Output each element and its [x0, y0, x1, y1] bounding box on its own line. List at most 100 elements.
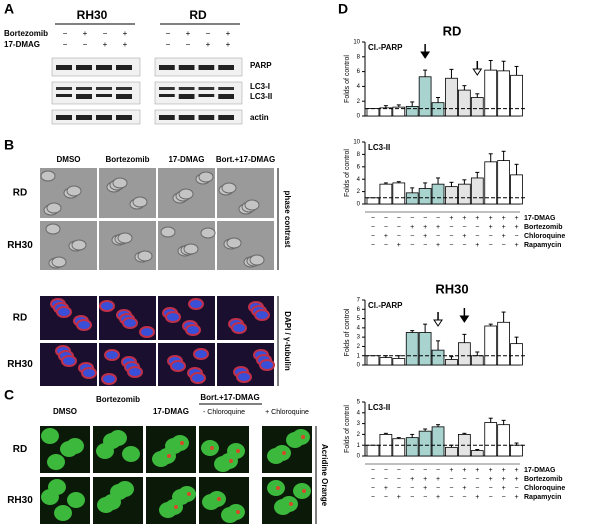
- bar: [418, 332, 432, 366]
- chart-title: Cl.-PARP: [368, 301, 403, 310]
- sign: −: [384, 467, 388, 474]
- cell: [66, 185, 82, 197]
- bar: [470, 355, 484, 366]
- cell: [254, 309, 270, 321]
- sign: −: [371, 224, 375, 231]
- sign: −: [371, 233, 375, 240]
- band: [218, 115, 234, 120]
- bar: [497, 424, 510, 457]
- y-axis-label: Folds of control: [344, 149, 351, 197]
- band: [96, 65, 112, 70]
- sign: −: [410, 233, 414, 240]
- bar: [484, 325, 498, 366]
- cell: [193, 348, 209, 360]
- y-tick-label: 0: [357, 363, 361, 369]
- sign: +: [462, 215, 466, 222]
- treatment-label: 17-DMAG: [524, 215, 556, 222]
- cell: [103, 494, 121, 510]
- bar: [392, 438, 406, 457]
- y-tick-label: 4: [357, 410, 361, 416]
- band: [116, 115, 132, 120]
- band: [56, 115, 72, 120]
- chart-title: LC3-II: [368, 143, 390, 152]
- column-label: DMSO: [57, 155, 81, 164]
- bar: [445, 186, 458, 205]
- cell: [122, 317, 138, 329]
- bar: [510, 174, 523, 205]
- sign: −: [449, 476, 453, 483]
- sign: +: [502, 467, 506, 474]
- sign: −: [186, 40, 191, 49]
- sign: +: [436, 476, 440, 483]
- cell: [178, 188, 194, 200]
- sign: −: [436, 467, 440, 474]
- y-axis-label: Folds of control: [344, 55, 351, 103]
- sign: −: [63, 40, 68, 49]
- y-tick-label: 3: [357, 335, 361, 341]
- sign: −: [206, 29, 211, 38]
- sign: +: [489, 215, 493, 222]
- band: [116, 94, 132, 99]
- band: [76, 65, 92, 70]
- bar: [366, 108, 380, 117]
- y-tick-label: 4: [357, 84, 361, 90]
- micrograph: [99, 168, 156, 218]
- cell: [160, 226, 176, 238]
- cell: [41, 489, 59, 505]
- sign: +: [462, 233, 466, 240]
- cell: [51, 256, 67, 268]
- sign: +: [449, 215, 453, 222]
- cell: [198, 171, 214, 183]
- cell: [259, 359, 275, 371]
- bar: [431, 349, 445, 366]
- y-tick-label: 6: [357, 69, 361, 75]
- sign: +: [475, 215, 479, 222]
- column-label: Bort.+17-DMAG: [200, 393, 259, 402]
- vesicle: [210, 446, 214, 450]
- sign: +: [489, 467, 493, 474]
- micrograph: [40, 296, 97, 340]
- bar: [458, 89, 471, 117]
- band: [159, 94, 175, 97]
- sign: +: [502, 233, 506, 240]
- sign: +: [226, 40, 231, 49]
- y-tick-label: 1: [357, 353, 361, 359]
- bar: [392, 358, 406, 366]
- chart-title: Cl.-PARP: [368, 43, 403, 52]
- micrograph: [158, 343, 215, 386]
- y-tick-label: 10: [353, 140, 360, 146]
- bar: [431, 183, 445, 205]
- sign: +: [475, 494, 479, 501]
- panel-letter: A: [4, 1, 14, 17]
- sign: +: [489, 476, 493, 483]
- cell: [183, 243, 199, 255]
- sign: −: [489, 494, 493, 501]
- bar: [445, 77, 458, 117]
- sign: −: [63, 29, 68, 38]
- cell: [116, 481, 134, 497]
- cell: [170, 360, 186, 372]
- band-label: LC3-II: [250, 92, 272, 101]
- sign: +: [103, 40, 108, 49]
- column-label: Bortezomib: [106, 155, 150, 164]
- vesicle: [236, 510, 240, 514]
- sign: +: [514, 494, 518, 501]
- cell: [76, 319, 92, 331]
- cell: [236, 371, 252, 383]
- band: [198, 94, 215, 97]
- sign: −: [462, 242, 466, 249]
- bar: [431, 102, 445, 117]
- bar: [418, 430, 432, 457]
- sign: −: [462, 224, 466, 231]
- sign: +: [462, 467, 466, 474]
- y-tick-label: 6: [357, 307, 361, 313]
- sign: −: [166, 29, 171, 38]
- sign: −: [436, 215, 440, 222]
- sign: +: [397, 242, 401, 249]
- cell: [104, 349, 120, 361]
- cell: [101, 373, 117, 385]
- sign: +: [475, 467, 479, 474]
- arrow-head: [420, 51, 431, 59]
- bar: [379, 357, 393, 366]
- sign: +: [384, 485, 388, 492]
